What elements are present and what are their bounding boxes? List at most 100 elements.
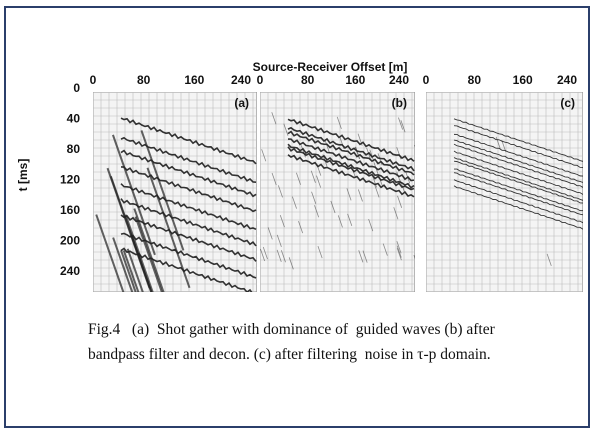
seismic-panel: (b) — [260, 92, 415, 292]
noise — [330, 200, 336, 214]
event — [287, 126, 415, 172]
noise — [109, 175, 153, 292]
noise — [347, 213, 353, 227]
noise — [126, 248, 144, 292]
event — [453, 143, 583, 188]
event — [453, 168, 583, 212]
x-tick-label: 0 — [90, 73, 97, 87]
event — [120, 136, 257, 183]
noise — [317, 246, 323, 259]
event — [453, 157, 583, 201]
noise — [262, 246, 268, 260]
y-tick-label: 40 — [67, 112, 81, 126]
y-ticks: 0 40 80 120 160 200 240 — [60, 81, 80, 278]
noise — [140, 130, 185, 251]
event — [120, 117, 257, 165]
noise — [357, 189, 363, 202]
noise — [354, 146, 360, 160]
y-axis-title: t [ms] — [16, 159, 30, 192]
noise — [413, 255, 415, 260]
noise — [271, 172, 277, 186]
noise — [288, 257, 294, 270]
x-tick-label: 80 — [137, 73, 151, 87]
event — [120, 198, 257, 247]
x-tick-label: 240 — [389, 73, 409, 87]
noise — [374, 185, 380, 198]
panels: (a) (b) (c) — [93, 92, 583, 292]
noise — [396, 241, 402, 254]
noise — [358, 250, 364, 263]
noise — [112, 237, 134, 292]
noise — [372, 175, 377, 188]
noise — [396, 171, 402, 184]
panel-label: (b) — [392, 96, 407, 110]
x-ticks: 0 80 160 240 0 80 160 240 0 80 160 240 — [90, 73, 578, 87]
event — [453, 160, 583, 204]
noise — [366, 147, 372, 160]
noise — [337, 215, 343, 228]
x-axis-title: Source-Receiver Offset [m] — [253, 60, 408, 74]
noise — [362, 250, 368, 263]
noise — [310, 170, 316, 183]
noise — [373, 162, 379, 175]
seismic-panel: (c) — [426, 92, 583, 292]
y-tick-label: 160 — [60, 203, 80, 217]
x-tick-label: 160 — [513, 73, 533, 87]
y-tick-label: 120 — [60, 173, 80, 187]
caption-line: bandpass filter and decon. (c) after fil… — [88, 346, 491, 363]
noise — [280, 250, 286, 263]
noise — [279, 215, 285, 228]
event — [120, 166, 257, 213]
x-tick-label: 80 — [468, 73, 482, 87]
event — [287, 138, 415, 182]
event — [287, 146, 415, 191]
noise — [400, 120, 406, 133]
noise — [314, 205, 320, 218]
x-tick-label: 160 — [184, 73, 204, 87]
noise — [316, 175, 322, 188]
noise — [397, 195, 403, 208]
noise — [396, 245, 402, 258]
noise — [260, 248, 266, 262]
panel-bg — [93, 92, 257, 292]
noise — [322, 154, 328, 167]
y-tick-label: 80 — [67, 142, 81, 156]
noise — [324, 140, 330, 154]
noise — [122, 250, 140, 292]
noise — [311, 191, 317, 204]
noise — [298, 221, 304, 234]
noise — [396, 147, 402, 160]
noise — [277, 185, 283, 198]
y-tick-label: 200 — [60, 234, 80, 248]
panel-bg — [260, 92, 415, 292]
event — [453, 133, 583, 177]
noise — [316, 163, 322, 176]
noise — [382, 243, 388, 256]
event — [287, 154, 415, 198]
noise — [405, 171, 411, 184]
x-tick-label: 160 — [345, 73, 365, 87]
panel-label: (c) — [560, 96, 575, 110]
noise — [400, 180, 406, 193]
event — [287, 118, 415, 162]
noise — [134, 216, 163, 292]
event — [120, 183, 257, 231]
x-tick-label: 80 — [301, 73, 315, 87]
x-tick-label: 0 — [423, 73, 430, 87]
noise — [378, 174, 384, 188]
noise — [283, 123, 289, 136]
noise — [276, 234, 282, 248]
noise — [346, 188, 352, 201]
event — [453, 179, 583, 224]
event — [453, 185, 583, 230]
noise — [261, 149, 267, 162]
event — [120, 247, 256, 292]
event — [287, 130, 415, 176]
noise — [495, 136, 501, 150]
noise — [339, 136, 345, 149]
noise — [292, 196, 297, 209]
x-tick-label: 0 — [257, 73, 264, 87]
noise — [267, 227, 273, 240]
noise — [276, 249, 282, 262]
